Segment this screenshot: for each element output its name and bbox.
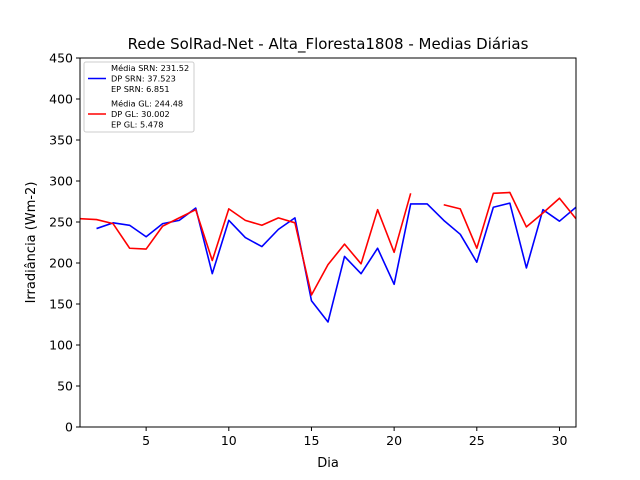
legend-entry: EP SRN: 6.851 bbox=[111, 84, 170, 94]
legend-entry: EP GL: 5.478 bbox=[111, 120, 163, 130]
series-line-gl bbox=[80, 191, 576, 296]
y-tick-label: 150 bbox=[49, 297, 73, 312]
y-tick-label: 300 bbox=[49, 174, 73, 189]
x-tick-label: 15 bbox=[304, 433, 320, 448]
legend-entry: Média GL: 244.48 bbox=[111, 99, 183, 109]
legend-entry: Média SRN: 231.52 bbox=[111, 63, 189, 73]
y-tick-label: 250 bbox=[49, 215, 73, 230]
x-tick-label: 20 bbox=[386, 433, 402, 448]
y-tick-label: 450 bbox=[49, 51, 73, 66]
chart-title: Rede SolRad-Net - Alta_Floresta1808 - Me… bbox=[128, 35, 529, 54]
y-axis: 0 50 100 150 200 250 300 350 400 450 bbox=[49, 51, 80, 435]
legend-box bbox=[83, 61, 195, 133]
y-tick-label: 200 bbox=[49, 256, 73, 271]
legend-entry: DP SRN: 37.523 bbox=[111, 74, 176, 84]
y-tick-label: 100 bbox=[49, 338, 73, 353]
y-tick-label: 400 bbox=[49, 92, 73, 107]
y-tick-label: 50 bbox=[57, 379, 73, 394]
x-axis: 5 10 15 20 25 30 bbox=[142, 427, 567, 448]
x-tick-label: 25 bbox=[469, 433, 485, 448]
x-tick-label: 10 bbox=[221, 433, 237, 448]
x-tick-label: 5 bbox=[142, 433, 150, 448]
x-axis-title: Dia bbox=[317, 456, 339, 471]
series-layer bbox=[80, 191, 576, 323]
legend-entry: DP GL: 30.002 bbox=[111, 109, 170, 119]
plot-frame bbox=[79, 57, 577, 428]
y-tick-label: 0 bbox=[65, 420, 73, 435]
y-tick-label: 350 bbox=[49, 133, 73, 148]
y-axis-title: Irradiância (Wm-2) bbox=[24, 182, 39, 304]
series-line-srn bbox=[96, 202, 576, 323]
x-tick-label: 30 bbox=[552, 433, 568, 448]
